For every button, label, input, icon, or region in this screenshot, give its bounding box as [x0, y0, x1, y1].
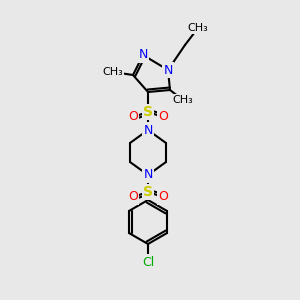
Text: CH₃: CH₃ [103, 67, 123, 77]
Text: N: N [143, 124, 153, 136]
Text: S: S [143, 105, 153, 119]
Text: CH₃: CH₃ [172, 95, 194, 105]
Text: O: O [158, 110, 168, 124]
Text: O: O [128, 110, 138, 124]
Text: Cl: Cl [142, 256, 154, 268]
Text: O: O [158, 190, 168, 203]
Text: S: S [143, 185, 153, 199]
Text: N: N [143, 169, 153, 182]
Text: N: N [138, 49, 148, 62]
Text: O: O [128, 190, 138, 203]
Text: N: N [163, 64, 173, 76]
Text: CH₃: CH₃ [188, 23, 208, 33]
